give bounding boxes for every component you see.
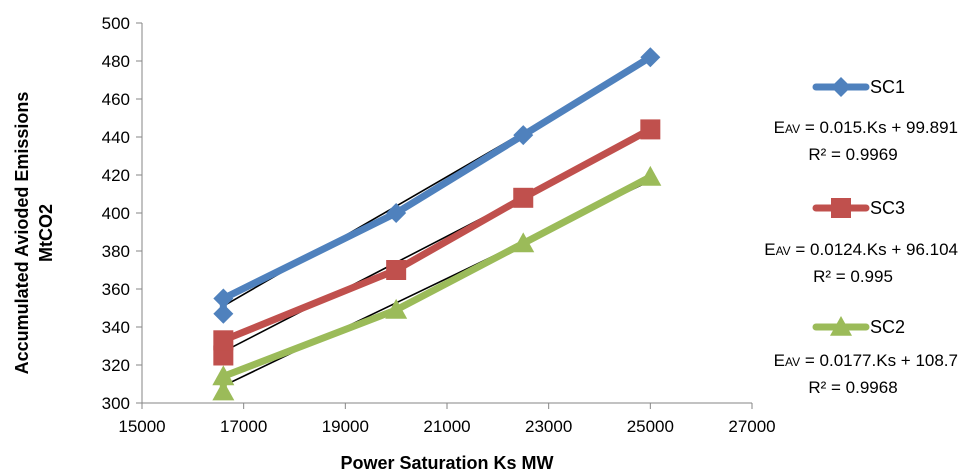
y-tick-label: 500 [102, 14, 130, 33]
sc2-point [639, 165, 662, 186]
chart-axes: 300 320 340 360 380 400 420 440 460 480 500 15000 17… [102, 14, 776, 436]
y-tick-label: 400 [102, 204, 130, 223]
series-group [212, 47, 662, 401]
sc1-point [213, 288, 234, 309]
x-tick-label: 23000 [525, 417, 572, 436]
y-tick-label: 300 [102, 394, 130, 413]
sc3-point [213, 345, 234, 366]
x-tick-label: 17000 [220, 417, 267, 436]
sc3-equation-prefix: E [764, 240, 775, 259]
sc3-series-line [219, 125, 654, 359]
sc1-point [213, 303, 234, 324]
sc3-equation-subscript: AV [776, 244, 791, 258]
sc1-legend-label: SC1 [870, 77, 905, 97]
sc3-r-squared: R² = 0.995 [813, 267, 893, 286]
sc1-point [513, 125, 534, 146]
sc2-point [512, 232, 535, 253]
y-tick-label: 440 [102, 128, 130, 147]
sc3-point [513, 187, 534, 208]
sc1-point [386, 203, 407, 223]
sc1-legend-marker [831, 77, 851, 97]
sc2-legend-marker [830, 316, 852, 336]
x-tick-label: 19000 [322, 417, 369, 436]
sc1-equation-body: = 0.015.Ks + 99.891 [800, 118, 958, 137]
x-tick-label: 27000 [728, 417, 775, 436]
sc2-equation-prefix: E [774, 351, 785, 370]
sc2-legend-label: SC2 [870, 317, 905, 337]
sc1-equation-prefix: E [774, 118, 785, 137]
sc3-equation: EAV = 0.0124.Ks + 96.104 [764, 240, 958, 259]
sc2-equation-subscript: AV [785, 355, 800, 369]
y-axis-title-line1: Accumulated Avioded Emissions [12, 92, 32, 375]
sc2-r-squared: R² = 0.9968 [808, 378, 897, 397]
y-tick-label: 460 [102, 90, 130, 109]
sc1-series-line [219, 53, 654, 318]
sc3-point [213, 330, 234, 351]
sc2-point [212, 365, 235, 386]
x-tick-label: 21000 [423, 417, 470, 436]
sc1-r-squared: R² = 0.9969 [808, 145, 897, 164]
x-tick-label: 25000 [627, 417, 674, 436]
sc2-equation-body: = 0.0177.Ks + 108.7 [800, 351, 958, 370]
y-tick-label: 320 [102, 356, 130, 375]
sc2-series-line [219, 173, 654, 396]
sc3-equation-body: = 0.0124.Ks + 96.104 [791, 240, 958, 259]
y-tick-label: 420 [102, 166, 130, 185]
y-tick-label: 380 [102, 242, 130, 261]
trend-lines [222, 58, 651, 387]
sc2-equation: EAV = 0.0177.Ks + 108.7 [774, 351, 958, 370]
sc1-equation-subscript: AV [785, 122, 800, 136]
sc3-legend-label: SC3 [870, 198, 905, 218]
sc3-legend-marker [831, 198, 851, 218]
sc1-point [640, 47, 661, 68]
x-axis-title: Power Saturation Ks MW [340, 453, 553, 473]
sc3-point [386, 260, 407, 280]
y-axis-title-line2: MtCO2 [36, 204, 56, 262]
sc2-point [385, 298, 408, 319]
sc2-point [212, 380, 235, 401]
x-tick-label: 15000 [118, 417, 165, 436]
y-tick-label: 360 [102, 280, 130, 299]
y-tick-label: 340 [102, 318, 130, 337]
y-tick-label: 480 [102, 52, 130, 71]
sc3-point [640, 119, 661, 140]
sc1-equation: EAV = 0.015.Ks + 99.891 [774, 118, 958, 137]
